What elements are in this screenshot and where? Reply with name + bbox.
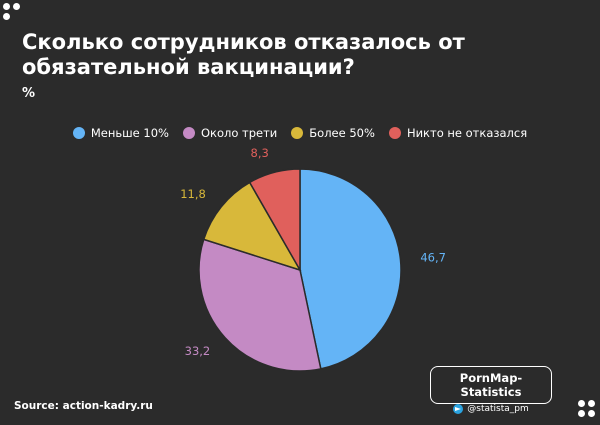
pie-label-2: 11,8 bbox=[180, 187, 206, 201]
legend-item-3: Никто не отказался bbox=[388, 126, 528, 140]
badge-handle-row: @statista_pm bbox=[453, 404, 529, 414]
legend-label-3: Никто не отказался bbox=[406, 126, 528, 140]
badge-name: PornMap-Statistics bbox=[459, 371, 523, 399]
legend-label-2: Более 50% bbox=[309, 126, 375, 140]
legend-label-1: Около трети bbox=[200, 126, 278, 140]
decor-dots-top-left bbox=[0, 0, 30, 30]
pie-label-0: 46,7 bbox=[420, 250, 446, 264]
pie-label-1: 33,2 bbox=[185, 344, 211, 358]
legend-swatch-2 bbox=[291, 127, 304, 139]
channel-badge[interactable]: PornMap-Statistics @statista_pm bbox=[430, 366, 552, 414]
legend-swatch-0 bbox=[72, 127, 85, 139]
telegram-icon bbox=[453, 404, 464, 414]
badge-handle: @statista_pm bbox=[467, 404, 529, 414]
chart-legend: Меньше 10% Около трети Более 50% Никто н… bbox=[0, 126, 600, 140]
pie-slice-3 bbox=[248, 168, 301, 273]
chart-title: Сколько сотрудников отказалось от обязат… bbox=[22, 30, 465, 79]
source-note: Source: action-kadry.ru bbox=[14, 400, 153, 412]
pie-label-3: 8,3 bbox=[251, 146, 269, 160]
legend-item-2: Более 50% bbox=[291, 126, 375, 140]
decor-dots-bottom-right bbox=[570, 395, 600, 425]
pie-slice-0 bbox=[299, 168, 402, 370]
chart-unit: % bbox=[22, 86, 36, 101]
legend-swatch-1 bbox=[182, 127, 195, 139]
legend-item-1: Около трети bbox=[182, 126, 278, 140]
pie-slice-2 bbox=[202, 181, 302, 272]
legend-item-0: Меньше 10% bbox=[72, 126, 169, 140]
legend-swatch-3 bbox=[388, 127, 401, 139]
legend-label-0: Меньше 10% bbox=[90, 126, 169, 140]
pie-slice-1 bbox=[198, 238, 322, 372]
